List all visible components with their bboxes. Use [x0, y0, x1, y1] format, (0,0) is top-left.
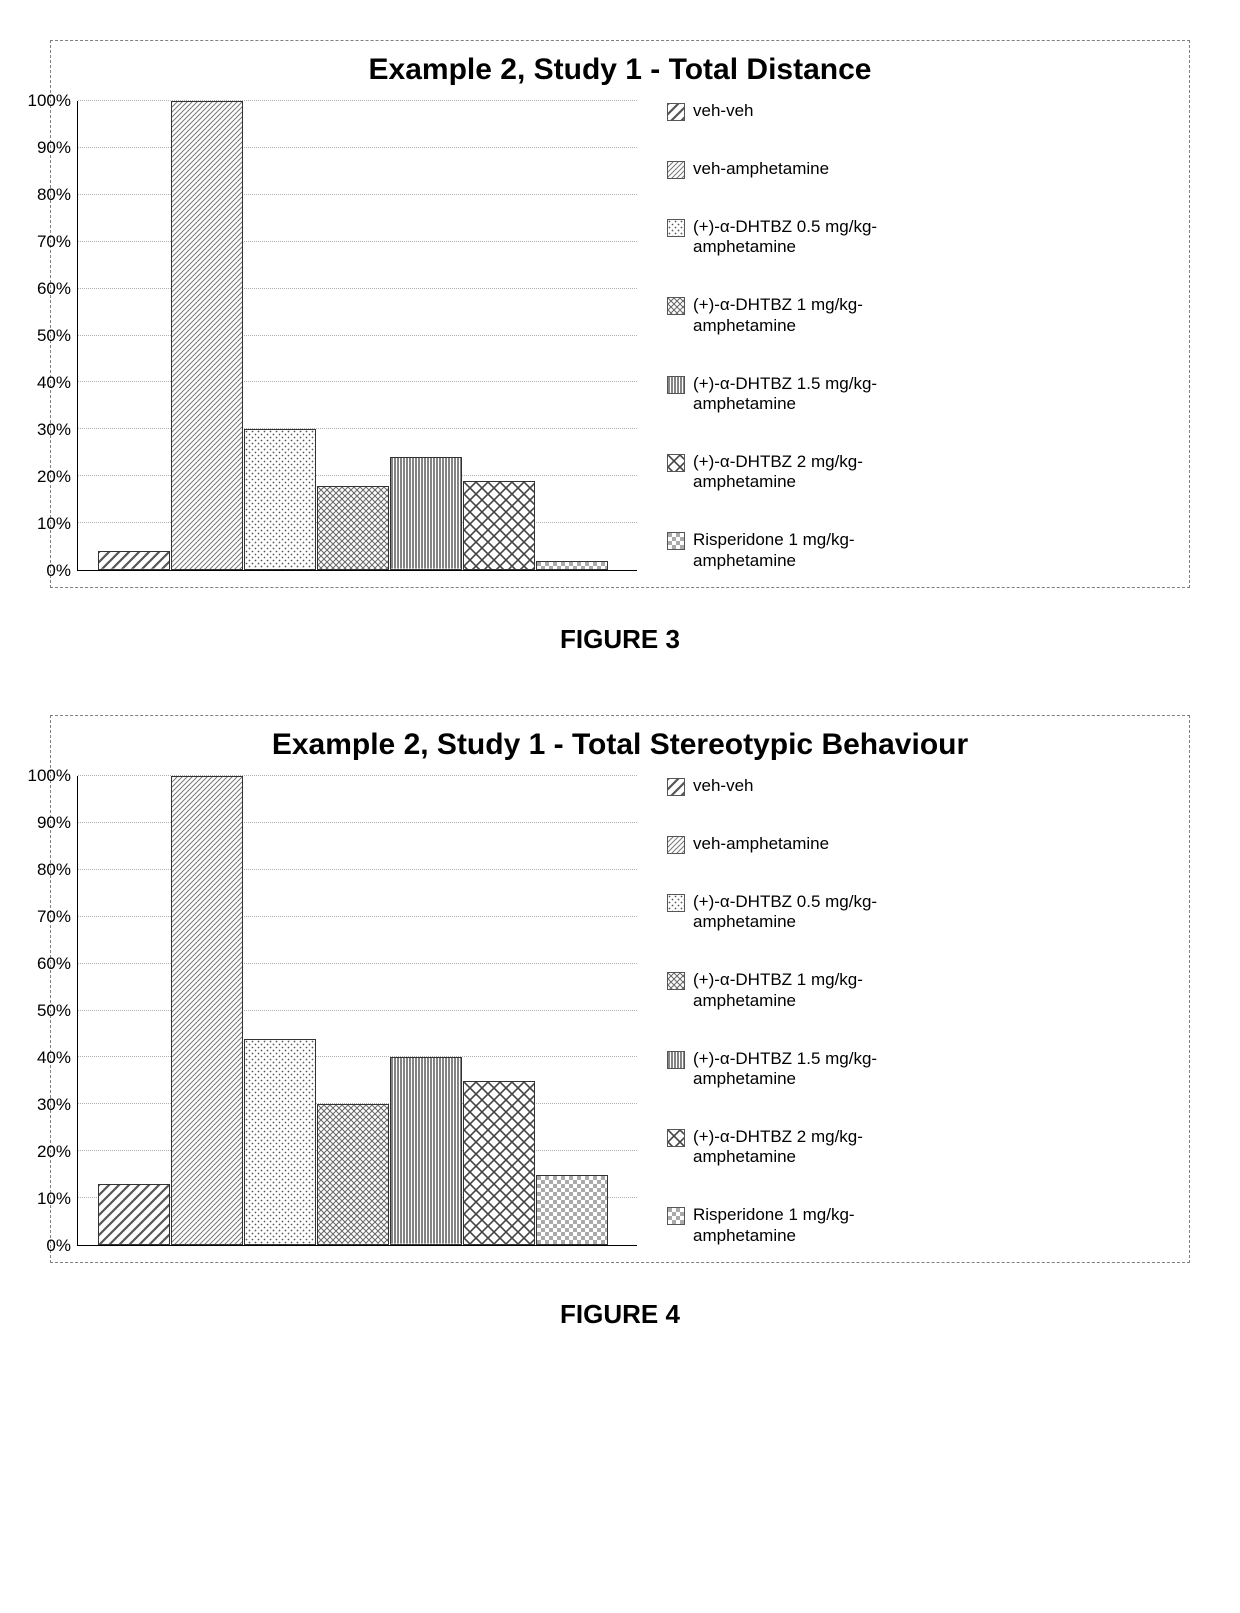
bar: [536, 1175, 608, 1245]
bars-group: [78, 101, 637, 570]
legend-label: (+)-α-DHTBZ 1 mg/kg-amphetamine: [693, 295, 863, 336]
legend-label: Risperidone 1 mg/kg-amphetamine: [693, 1205, 855, 1246]
legend-item: (+)-α-DHTBZ 0.5 mg/kg-amphetamine: [667, 892, 1169, 933]
legend-swatch: [667, 103, 685, 121]
chart-title: Example 2, Study 1 - Total Distance: [71, 53, 1169, 87]
bar: [463, 481, 535, 570]
bar: [171, 776, 243, 1245]
figure-caption: FIGURE 4: [50, 1299, 1190, 1330]
plot-area: [77, 101, 637, 571]
bar: [317, 486, 389, 570]
figure-block: Example 2, Study 1 - Total Stereotypic B…: [50, 715, 1190, 1330]
legend-item: veh-veh: [667, 101, 1169, 121]
chart-row: 100%90%80%70%60%50%40%30%20%10%0%veh-veh…: [71, 776, 1169, 1246]
legend-swatch: [667, 972, 685, 990]
legend-swatch: [667, 1129, 685, 1147]
plot-wrap: [77, 776, 637, 1246]
legend-item: (+)-α-DHTBZ 1 mg/kg-amphetamine: [667, 970, 1169, 1011]
legend-label: veh-amphetamine: [693, 834, 829, 854]
legend-label: (+)-α-DHTBZ 0.5 mg/kg-amphetamine: [693, 892, 877, 933]
legend-swatch: [667, 894, 685, 912]
chart-title: Example 2, Study 1 - Total Stereotypic B…: [71, 728, 1169, 762]
bars-group: [78, 776, 637, 1245]
bar: [98, 551, 170, 570]
legend-item: (+)-α-DHTBZ 2 mg/kg-amphetamine: [667, 1127, 1169, 1168]
legend-label: (+)-α-DHTBZ 1 mg/kg-amphetamine: [693, 970, 863, 1011]
bar: [463, 1081, 535, 1245]
legend-item: (+)-α-DHTBZ 1.5 mg/kg-amphetamine: [667, 374, 1169, 415]
legend-swatch: [667, 532, 685, 550]
legend-label: (+)-α-DHTBZ 0.5 mg/kg-amphetamine: [693, 217, 877, 258]
figures-container: Example 2, Study 1 - Total Distance 100%9…: [50, 40, 1190, 1330]
legend-label: (+)-α-DHTBZ 1.5 mg/kg-amphetamine: [693, 1049, 877, 1090]
legend-label: (+)-α-DHTBZ 2 mg/kg-amphetamine: [693, 1127, 863, 1168]
legend-label: veh-veh: [693, 101, 753, 121]
bar: [390, 457, 462, 570]
bar: [244, 1039, 316, 1245]
bar: [536, 561, 608, 570]
plot-area: [77, 776, 637, 1246]
legend-item: (+)-α-DHTBZ 1.5 mg/kg-amphetamine: [667, 1049, 1169, 1090]
legend-item: Risperidone 1 mg/kg-amphetamine: [667, 1205, 1169, 1246]
legend: veh-veh veh-amphetamine (+)-α-DHTBZ 0.5 mg…: [637, 776, 1169, 1246]
plot-wrap: [77, 101, 637, 571]
legend-item: veh-amphetamine: [667, 834, 1169, 854]
legend-label: (+)-α-DHTBZ 1.5 mg/kg-amphetamine: [693, 374, 877, 415]
chart-panel: Example 2, Study 1 - Total Distance 100%9…: [50, 40, 1190, 588]
legend-swatch: [667, 454, 685, 472]
chart-row: 100%90%80%70%60%50%40%30%20%10%0%veh-veh…: [71, 101, 1169, 571]
legend-swatch: [667, 219, 685, 237]
legend-label: veh-amphetamine: [693, 159, 829, 179]
legend-swatch: [667, 836, 685, 854]
legend-swatch: [667, 1051, 685, 1069]
figure-block: Example 2, Study 1 - Total Distance 100%9…: [50, 40, 1190, 655]
legend-item: Risperidone 1 mg/kg-amphetamine: [667, 530, 1169, 571]
legend-swatch: [667, 376, 685, 394]
legend-swatch: [667, 1207, 685, 1225]
legend-item: veh-amphetamine: [667, 159, 1169, 179]
figure-caption: FIGURE 3: [50, 624, 1190, 655]
legend-item: (+)-α-DHTBZ 0.5 mg/kg-amphetamine: [667, 217, 1169, 258]
legend-item: (+)-α-DHTBZ 1 mg/kg-amphetamine: [667, 295, 1169, 336]
chart-panel: Example 2, Study 1 - Total Stereotypic B…: [50, 715, 1190, 1263]
legend-label: veh-veh: [693, 776, 753, 796]
legend-swatch: [667, 778, 685, 796]
legend-label: Risperidone 1 mg/kg-amphetamine: [693, 530, 855, 571]
legend-swatch: [667, 161, 685, 179]
legend-item: (+)-α-DHTBZ 2 mg/kg-amphetamine: [667, 452, 1169, 493]
legend-label: (+)-α-DHTBZ 2 mg/kg-amphetamine: [693, 452, 863, 493]
bar: [317, 1104, 389, 1245]
bar: [390, 1057, 462, 1245]
legend-item: veh-veh: [667, 776, 1169, 796]
bar: [171, 101, 243, 570]
bar: [98, 1184, 170, 1245]
legend: veh-veh veh-amphetamine (+)-α-DHTBZ 0.5 mg…: [637, 101, 1169, 571]
legend-swatch: [667, 297, 685, 315]
bar: [244, 429, 316, 570]
